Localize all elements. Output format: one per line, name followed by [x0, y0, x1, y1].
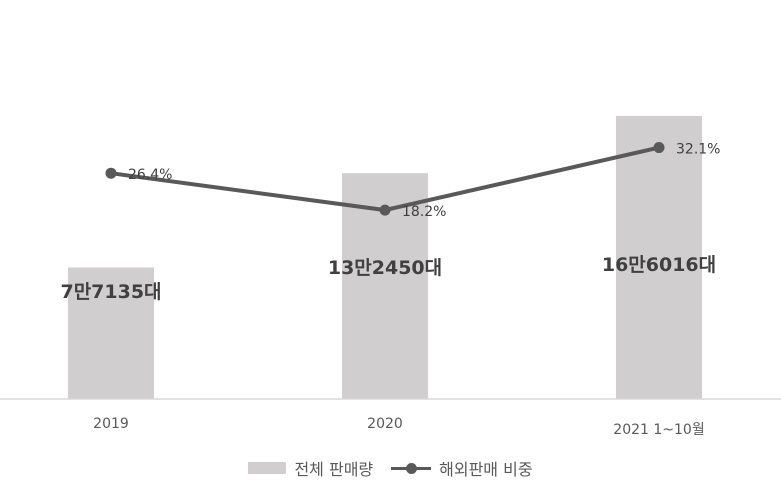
bar-data-label: 13만2450대 — [328, 257, 442, 279]
legend-bar-label: 전체 판매량 — [294, 460, 374, 479]
bar — [616, 115, 702, 399]
bar-data-label: 7만7135대 — [60, 281, 161, 303]
line-data-label: 18.2% — [402, 204, 446, 220]
line-point — [379, 204, 391, 216]
line-point — [105, 167, 117, 179]
x-tick-label: 2019 — [93, 416, 129, 432]
legend-item-bar: 전체 판매량 — [248, 456, 373, 480]
legend-bar-swatch — [248, 462, 287, 474]
line-data-label: 32.1% — [676, 142, 720, 158]
legend-line-swatch — [391, 461, 432, 475]
legend: 전체 판매량 해외판매 비중 — [0, 456, 781, 480]
x-tick-label: 2020 — [367, 416, 403, 432]
legend-line-label: 해외판매 비중 — [439, 460, 533, 479]
line-point — [653, 142, 665, 154]
bar-data-label: 16만6016대 — [602, 254, 716, 276]
legend-item-line: 해외판매 비중 — [391, 456, 533, 480]
line-data-label: 26.4% — [128, 167, 172, 183]
x-tick-label: 2021 1~10월 — [613, 422, 704, 438]
bar — [68, 267, 154, 399]
